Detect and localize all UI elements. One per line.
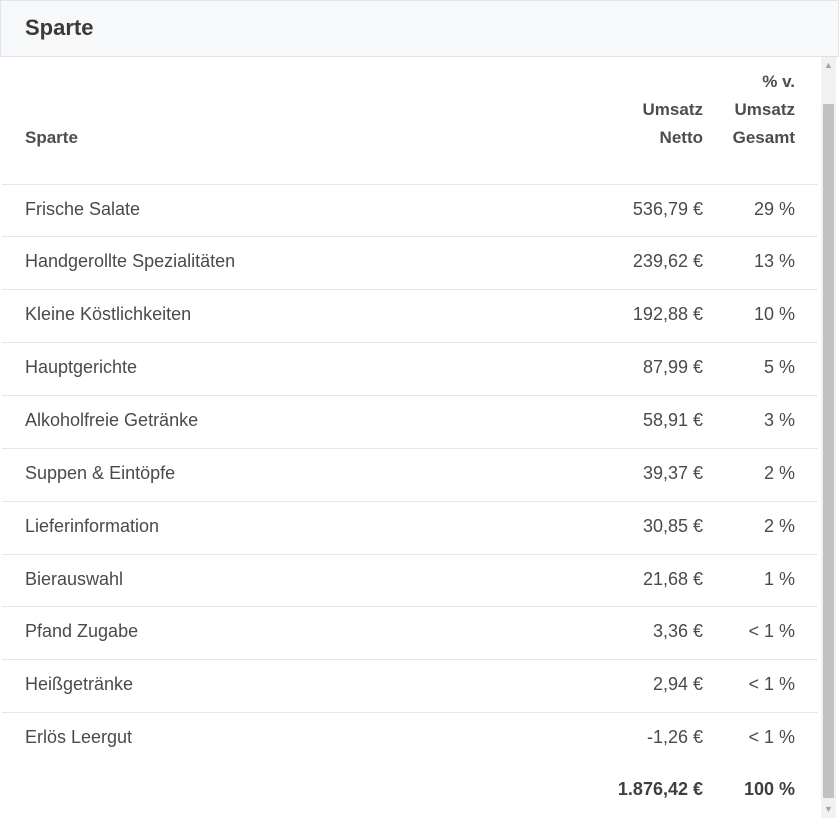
table-row: Frische Salate 536,79 € 29 % xyxy=(2,184,818,237)
row-pct: < 1 % xyxy=(748,727,795,747)
panel-header: Sparte xyxy=(0,0,839,57)
table-row: Suppen & Eintöpfe 39,37 € 2 % xyxy=(2,448,818,501)
row-pct: 13 % xyxy=(753,251,795,271)
row-pct: 1 % xyxy=(763,569,795,589)
table-row: Lieferinformation 30,85 € 2 % xyxy=(2,501,818,554)
row-umsatz: 239,62 € xyxy=(632,251,703,271)
row-name: Suppen & Eintöpfe xyxy=(25,463,176,483)
row-pct: 2 % xyxy=(763,516,795,536)
table-row: Pfand Zugabe 3,36 € < 1 % xyxy=(2,606,818,659)
vertical-scrollbar[interactable]: ▲ ▼ xyxy=(821,57,836,818)
scroll-up-arrow-icon[interactable]: ▲ xyxy=(824,60,833,70)
row-name: Handgerollte Spezialitäten xyxy=(25,251,236,271)
column-header-umsatz-netto[interactable]: Umsatz Netto xyxy=(643,96,703,152)
row-name: Heißgetränke xyxy=(25,674,134,694)
table-row: Hauptgerichte 87,99 € 5 % xyxy=(2,342,818,395)
row-name: Pfand Zugabe xyxy=(25,621,139,641)
row-pct: 10 % xyxy=(753,304,795,324)
row-name: Hauptgerichte xyxy=(25,357,138,377)
row-umsatz: 87,99 € xyxy=(642,357,703,377)
panel-title: Sparte xyxy=(25,15,94,40)
table-row: Bierauswahl 21,68 € 1 % xyxy=(2,554,818,607)
row-name: Frische Salate xyxy=(25,199,141,219)
row-name: Erlös Leergut xyxy=(25,727,133,747)
row-umsatz: 21,68 € xyxy=(642,569,703,589)
row-pct: 5 % xyxy=(763,357,795,377)
scrollbar-thumb[interactable] xyxy=(823,104,834,798)
column-header-pct-line1: % v. xyxy=(762,72,795,91)
row-name: Bierauswahl xyxy=(25,569,124,589)
row-umsatz: -1,26 € xyxy=(646,727,703,747)
row-pct: < 1 % xyxy=(748,621,795,641)
row-pct: 3 % xyxy=(763,410,795,430)
row-umsatz: 58,91 € xyxy=(642,410,703,430)
scroll-down-arrow-icon[interactable]: ▼ xyxy=(824,804,833,814)
table-row: Kleine Köstlichkeiten 192,88 € 10 % xyxy=(2,289,818,342)
table-row: Alkoholfreie Getränke 58,91 € 3 % xyxy=(2,395,818,448)
row-pct: 2 % xyxy=(763,463,795,483)
table-row: Handgerollte Spezialitäten 239,62 € 13 % xyxy=(2,236,818,289)
row-name: Lieferinformation xyxy=(25,516,160,536)
row-pct: 29 % xyxy=(753,199,795,219)
column-header-sparte[interactable]: Sparte xyxy=(25,128,78,147)
table-row: Heißgetränke 2,94 € < 1 % xyxy=(2,659,818,712)
column-header-pct-line2: Umsatz xyxy=(734,100,795,119)
table-row: Erlös Leergut -1,26 € < 1 % xyxy=(2,712,818,765)
table-total-row: 1.876,42 € 100 % xyxy=(2,765,818,817)
row-name: Kleine Köstlichkeiten xyxy=(25,304,192,324)
column-header-pct-line3: Gesamt xyxy=(732,128,795,147)
total-pct: 100 % xyxy=(743,779,795,799)
table-viewport[interactable]: Sparte Umsatz Netto % v. Umsatz Gesamt F… xyxy=(2,57,818,818)
table-header: Sparte Umsatz Netto % v. Umsatz Gesamt xyxy=(2,57,818,167)
row-umsatz: 192,88 € xyxy=(632,304,703,324)
row-umsatz: 2,94 € xyxy=(652,674,703,694)
total-umsatz: 1.876,42 € xyxy=(617,779,703,799)
row-umsatz: 3,36 € xyxy=(652,621,703,641)
column-header-umsatz-line1: Umsatz xyxy=(642,100,703,119)
row-name: Alkoholfreie Getränke xyxy=(25,410,199,430)
row-umsatz: 39,37 € xyxy=(642,463,703,483)
row-umsatz: 536,79 € xyxy=(632,199,703,219)
column-header-umsatz-line2: Netto xyxy=(659,128,703,147)
row-umsatz: 30,85 € xyxy=(642,516,703,536)
row-pct: < 1 % xyxy=(748,674,795,694)
column-header-percent-total[interactable]: % v. Umsatz Gesamt xyxy=(733,68,795,152)
